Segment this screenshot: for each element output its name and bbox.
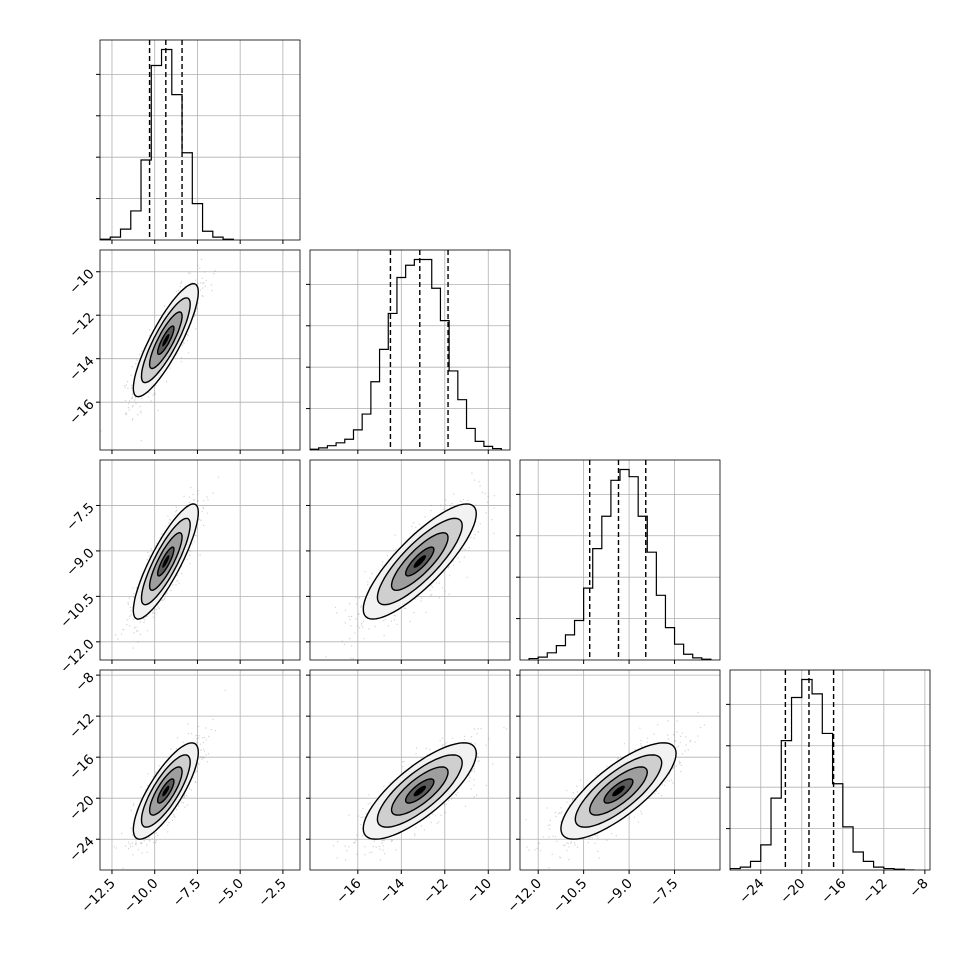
histogram-data [310,250,502,450]
panel-frame [309,459,511,661]
y-tick-label: −12 [66,710,97,741]
x-tick-label: −10.5 [550,876,591,917]
density-peak [413,785,426,797]
density-data [325,472,495,660]
x-tick-label: −7.5 [170,876,204,910]
histogram-step [100,48,234,240]
scatter-points [325,472,495,660]
contour-line [157,778,175,804]
histogram-panel-p2 [516,459,721,664]
y-tick-label: −8 [72,669,97,694]
density-peak [162,334,170,347]
y-tick-label: −12 [66,310,97,341]
y-tick-label: −7.5 [63,500,97,534]
contour-line [132,503,200,620]
x-tick-label: −24 [736,876,767,907]
histogram-step [310,258,502,450]
x-tick-label: −14 [377,876,408,907]
density-data [525,711,706,869]
panel-frame [309,249,511,451]
contour-line [390,766,449,816]
x-tick-label: −5.0 [213,876,247,910]
scatter-panel-p2-p3: −12.0 −10.5 −9.0 −7.5 [504,669,721,917]
y-tick-label: −16 [66,752,97,783]
contour-line [148,311,183,370]
y-tick-label: −14 [66,353,97,384]
density-data [115,476,219,649]
density-data [332,727,508,870]
x-tick-label: −10 [464,876,495,907]
histogram-panel-p1 [306,249,511,454]
density-data [100,250,216,442]
contour-line [560,742,677,840]
contour-line [140,517,191,606]
x-tick-label: −16 [333,876,364,907]
contour-line [574,754,663,828]
x-tick-label: −9.0 [601,876,635,910]
panel-frame [99,249,301,451]
y-tick-label: −10 [66,266,97,297]
contour-line [588,766,649,816]
panel-frame [99,39,301,241]
contour-line [140,297,191,384]
x-tick-label: −7.5 [647,876,681,910]
y-tick-label: −10.5 [57,591,98,632]
x-tick-label: −12 [859,876,890,907]
contour-line [362,742,478,840]
x-tick-label: −20 [777,876,808,907]
histogram-data [730,670,915,870]
x-tick-label: −12 [420,876,451,907]
x-tick-label: −12.0 [504,876,545,917]
y-tick-label: −12.0 [57,636,98,677]
y-tick-label: −20 [66,793,97,824]
y-tick-label: −16 [66,397,97,428]
panel-frame [519,459,721,661]
panel-frame [99,459,301,661]
x-tick-label: −16 [818,876,849,907]
contour-line [157,325,175,355]
panel-frame [99,669,301,871]
histogram-panel-p3: −24 −20 −16 −12 −8 [726,669,932,907]
panel-frame [519,669,721,871]
contour-line [148,531,183,592]
scatter-panel-p0-p2: −12.0−10.5 −9.0 −7.5 [57,459,301,677]
histogram-data [100,40,234,240]
x-tick-label: −2.5 [255,876,289,910]
scatter-panel-p0-p3: −12.5 −10.0 −7.5 −5.0 −2.5 −24 −20 −16 −12 −8 [66,669,301,917]
x-tick-label: −12.5 [78,876,119,917]
contour-line [376,517,463,606]
histogram-step [730,678,915,870]
x-tick-label: −10.0 [121,876,162,917]
y-tick-label: −9.0 [63,545,97,579]
x-tick-label: −8 [906,876,931,901]
scatter-panel-p1-p2 [306,459,511,664]
contour-line [603,778,634,804]
contour-line [376,754,463,828]
scatter-panel-p1-p3: −16 −14 −12 −10 [306,669,511,907]
histogram-step [528,468,712,660]
density-peak [612,785,625,797]
contour-line [405,778,435,804]
contour-line [390,531,449,592]
density-peak [162,785,170,797]
contour-line [132,742,200,840]
density-data [113,689,226,869]
contour-line [148,766,183,816]
histogram-panel-p0 [96,39,301,244]
contour-line [405,546,435,577]
scatter-panel-p0-p1: −16 −14 −12 −10 [66,249,301,454]
density-peak [162,555,170,568]
panel-frame [309,669,511,871]
histogram-data [528,460,712,660]
density-peak [413,555,426,568]
contour-line [132,282,200,398]
contour-line [362,503,478,620]
contour-line [140,754,191,828]
contour-line [157,546,175,577]
y-tick-label: −24 [66,834,97,865]
panel-frame [729,669,931,871]
